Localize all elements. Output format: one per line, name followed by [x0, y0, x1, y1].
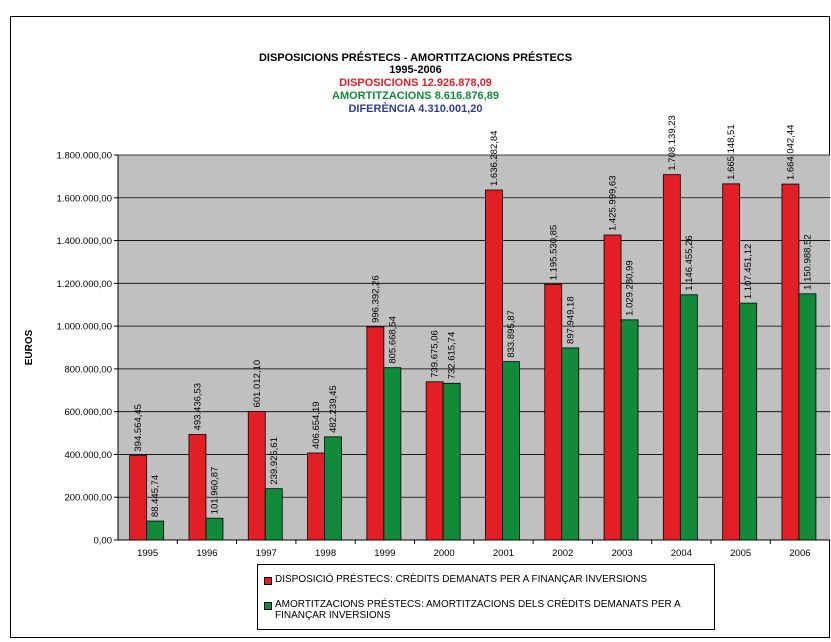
- x-tick-label: 1996: [196, 548, 217, 559]
- data-label-disposicio: 601.012,10: [252, 360, 263, 408]
- bar-disposicio: [603, 234, 622, 541]
- data-label-disposicio: 493.436,53: [192, 383, 203, 431]
- data-label-disposicio: 739.675,06: [430, 330, 441, 378]
- bar-disposicio: [366, 326, 385, 541]
- data-label-amortitzacio: 239.925,61: [269, 437, 280, 485]
- bar-amortitzacio: [561, 347, 580, 541]
- total-diferencia: DIFERÈNCIA 4.310.001,20: [348, 103, 483, 115]
- data-label-disposicio: 1.664.042,44: [785, 125, 796, 180]
- bar-amortitzacio: [442, 382, 461, 541]
- bar-amortitzacio: [264, 488, 283, 541]
- bar-disposicio: [781, 183, 800, 541]
- chart-title: DISPOSICIONS PRÉSTECS - AMORTITZACIONS P…: [258, 52, 573, 64]
- x-tick-label: 2004: [671, 548, 692, 559]
- bar-amortitzacio: [324, 436, 342, 541]
- chart-period: 1995-2006: [389, 64, 442, 76]
- bar-disposicio: [307, 452, 325, 541]
- bar-disposicio: [188, 434, 207, 541]
- data-label-amortitzacio: 1.146.455,26: [684, 235, 695, 290]
- bar-amortitzacio: [205, 517, 224, 541]
- y-tick-label: 1.200.000,00: [57, 279, 112, 290]
- bar-amortitzacio: [798, 293, 817, 541]
- legend-swatch-disposicions: [264, 577, 272, 585]
- bar-disposicio: [662, 174, 681, 541]
- bar-amortitzacio: [502, 361, 520, 541]
- legend-label-amortitzacions: AMORTITZACIONS PRÉSTECS: AMORTITZACIONS …: [275, 599, 681, 621]
- y-tick-label: 800.000,00: [64, 364, 112, 375]
- data-label-amortitzacio: 897.949,18: [565, 296, 576, 344]
- y-tick-label: 600.000,00: [64, 407, 112, 418]
- bar-disposicio: [425, 381, 444, 541]
- data-label-disposicio: 1.665.148,51: [726, 124, 737, 179]
- data-label-disposicio: 406.654,19: [311, 401, 322, 449]
- x-tick-label: 2005: [730, 548, 751, 559]
- total-amortitzacions: AMORTITZACIONS 8.616.876,89: [332, 90, 499, 102]
- legend-label-disposicions: DISPOSICIÓ PRÉSTECS: CRÈDITS DEMANATS PE…: [275, 574, 648, 585]
- data-label-amortitzacio: 833.895,87: [506, 310, 517, 358]
- data-label-amortitzacio: 1.107.451,12: [743, 244, 754, 299]
- legend-swatch-amortitzacions: [264, 602, 272, 610]
- x-tick-label: 2001: [493, 548, 514, 559]
- data-label-disposicio: 394.564,45: [133, 404, 144, 452]
- bar-amortitzacio: [383, 367, 402, 541]
- data-label-amortitzacio: 1.150.988,52: [802, 234, 813, 289]
- bar-disposicio: [722, 183, 741, 541]
- bar-amortitzacio: [146, 520, 165, 541]
- legend-item-amortitzacions: AMORTITZACIONS PRÉSTECS: AMORTITZACIONS …: [264, 599, 705, 621]
- x-tick-label: 2002: [552, 548, 573, 559]
- bar-disposicio: [485, 189, 503, 541]
- bar-amortitzacio: [620, 319, 639, 541]
- y-axis-label: EUROS: [24, 329, 35, 365]
- bar-disposicio: [247, 411, 266, 541]
- y-tick-label: 1.800.000,00: [57, 151, 112, 162]
- x-tick-label: 1998: [315, 548, 336, 559]
- legend: DISPOSICIÓ PRÉSTECS: CRÈDITS DEMANATS PE…: [257, 564, 715, 630]
- legend-item-disposicions: DISPOSICIÓ PRÉSTECS: CRÈDITS DEMANATS PE…: [264, 574, 705, 585]
- y-tick-label: 1.400.000,00: [57, 236, 112, 247]
- data-label-disposicio: 996.392,26: [370, 275, 381, 323]
- y-tick-label: 400.000,00: [64, 450, 112, 461]
- data-label-amortitzacio: 732.615,74: [447, 332, 458, 380]
- x-tick-label: 2006: [789, 548, 810, 559]
- data-label-disposicio: 1.425.999,63: [608, 176, 619, 231]
- bar-amortitzacio: [679, 294, 698, 541]
- total-disposicions: DISPOSICIONS 12.926.878,09: [339, 77, 492, 89]
- x-tick-label: 1997: [256, 548, 277, 559]
- x-tick-label: 2003: [611, 548, 632, 559]
- y-tick-label: 1.600.000,00: [57, 193, 112, 204]
- y-tick-label: 0,00: [94, 536, 113, 547]
- bar-disposicio: [544, 283, 563, 541]
- bar-amortitzacio: [739, 302, 758, 541]
- x-tick-label: 2000: [434, 548, 455, 559]
- bar-disposicio: [129, 455, 148, 541]
- data-label-amortitzacio: 101.960,87: [209, 467, 220, 515]
- data-label-amortitzacio: 1.029.280,99: [625, 260, 636, 315]
- data-label-disposicio: 1.195.530,85: [548, 225, 559, 280]
- plot-area: [118, 155, 830, 540]
- data-label-disposicio: 1.708.139,23: [667, 115, 678, 170]
- x-tick-label: 1995: [137, 548, 158, 559]
- y-tick-label: 1.000.000,00: [57, 322, 112, 333]
- data-label-amortitzacio: 805.668,54: [387, 316, 398, 364]
- data-label-amortitzacio: 88.445,74: [150, 475, 161, 517]
- y-tick-label: 200.000,00: [64, 493, 112, 504]
- x-tick-label: 1999: [374, 548, 395, 559]
- data-label-amortitzacio: 482.239,45: [328, 385, 339, 433]
- data-label-disposicio: 1.636.282,84: [489, 131, 500, 186]
